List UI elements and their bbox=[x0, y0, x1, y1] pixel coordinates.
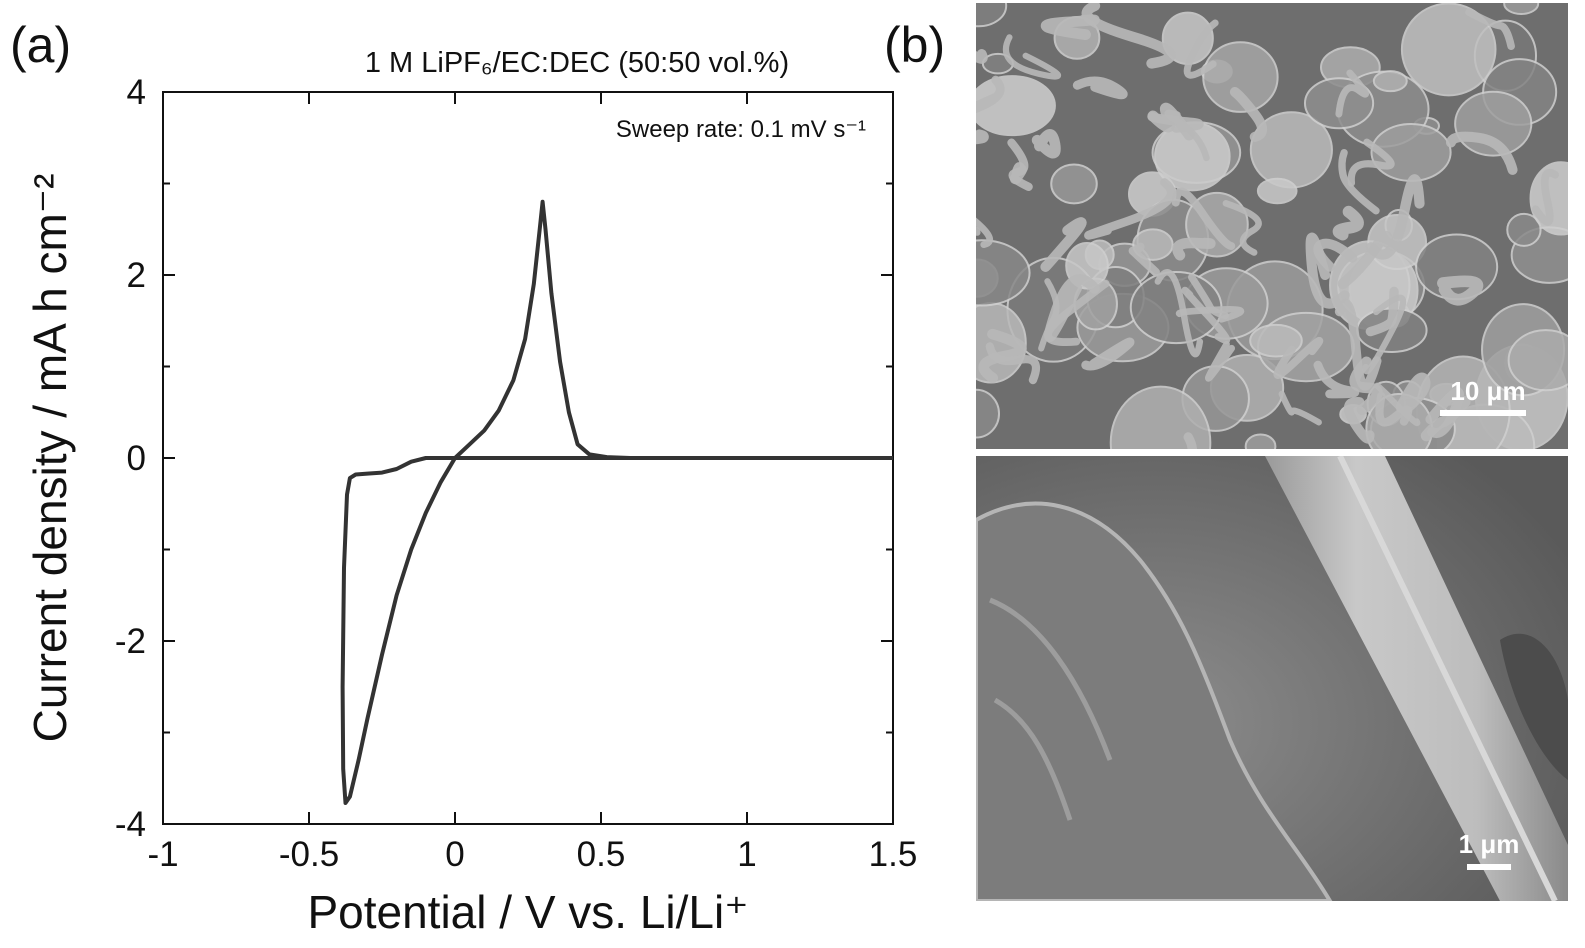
sem-texture bbox=[1437, 275, 1484, 306]
scale-bar-label: 10 μm bbox=[1450, 376, 1525, 406]
sem-texture bbox=[1372, 70, 1408, 93]
sem-texture bbox=[976, 226, 981, 236]
sem-texture bbox=[1375, 391, 1413, 427]
x-tick-label: -1 bbox=[147, 835, 178, 874]
sem-texture bbox=[1374, 382, 1421, 427]
x-tick-label: 0.5 bbox=[577, 835, 626, 874]
x-axis-label: Potential / V vs. Li/Li⁺ bbox=[307, 886, 748, 938]
sem-texture bbox=[1400, 3, 1497, 97]
y-tick-label: 4 bbox=[127, 73, 146, 112]
x-tick-label: -0.5 bbox=[279, 835, 339, 874]
sem-texture bbox=[976, 129, 989, 145]
y-tick-label: -2 bbox=[115, 622, 146, 661]
sem-texture bbox=[1343, 397, 1375, 444]
y-axis-label: Current density / mA h cm⁻² bbox=[24, 174, 76, 743]
sem-texture bbox=[1050, 163, 1098, 205]
scale-bar bbox=[1467, 864, 1511, 870]
scale-bar bbox=[1440, 410, 1526, 416]
sem-texture bbox=[1506, 212, 1542, 247]
sem-texture bbox=[1507, 329, 1568, 392]
sem-texture bbox=[976, 49, 988, 64]
sem-texture bbox=[1365, 174, 1425, 260]
x-tick-label: 1.5 bbox=[869, 835, 918, 874]
sem-texture bbox=[1313, 360, 1360, 399]
sem-texture bbox=[1038, 278, 1060, 352]
sem-texture bbox=[1172, 237, 1216, 261]
sem-texture bbox=[1229, 86, 1268, 142]
sem-texture bbox=[1332, 205, 1364, 241]
x-tick-label: 0 bbox=[445, 835, 464, 874]
panel-label: (a) bbox=[10, 17, 71, 73]
sem-texture bbox=[1305, 232, 1350, 309]
sem-texture bbox=[1503, 3, 1540, 16]
sem-texture bbox=[1132, 228, 1174, 261]
cv-curve bbox=[340, 199, 893, 805]
y-tick-label: 2 bbox=[127, 256, 146, 295]
sem-texture bbox=[1256, 177, 1298, 205]
sem-texture bbox=[1002, 34, 1062, 80]
sem-texture bbox=[1415, 233, 1499, 301]
sem-texture bbox=[976, 75, 1005, 114]
sem-texture bbox=[985, 342, 1041, 385]
sem-texture bbox=[1147, 111, 1204, 133]
sem-texture bbox=[1031, 129, 1061, 159]
sem-texture bbox=[1205, 340, 1235, 382]
sem-texture bbox=[1040, 217, 1087, 272]
sem-texture bbox=[1465, 8, 1515, 50]
sem-image bbox=[976, 3, 1568, 449]
sem-texture bbox=[1202, 41, 1279, 113]
sem-texture bbox=[978, 328, 1027, 384]
sem-texture bbox=[1164, 109, 1210, 162]
sem-texture bbox=[1273, 337, 1324, 379]
sem-texture bbox=[1072, 76, 1128, 100]
sem-texture bbox=[1081, 337, 1135, 371]
sem-texture bbox=[1278, 390, 1322, 426]
sem-texture bbox=[1081, 3, 1176, 69]
sem-texture bbox=[1128, 242, 1160, 277]
annotation: Sweep rate: 0.1 mV s⁻¹ bbox=[616, 116, 866, 143]
sem-texture bbox=[1338, 148, 1380, 215]
sem-texture bbox=[1171, 187, 1236, 251]
sem-texture bbox=[1334, 299, 1382, 391]
sem-texture bbox=[1187, 273, 1229, 320]
sem-texture bbox=[1531, 168, 1560, 226]
x-tick-label: 1 bbox=[737, 835, 756, 874]
sem-texture bbox=[1347, 138, 1395, 187]
sem-image bbox=[976, 456, 1568, 901]
sem-texture bbox=[1222, 200, 1262, 256]
sem-texture bbox=[1007, 138, 1033, 191]
sem-texture bbox=[1183, 19, 1219, 79]
sem-texture bbox=[1335, 69, 1370, 118]
sem-texture bbox=[1244, 433, 1277, 449]
chart-title: 1 M LiPF₆/EC:DEC (50:50 vol.%) bbox=[365, 47, 789, 79]
sem-texture bbox=[976, 388, 1001, 439]
sem-texture bbox=[976, 217, 993, 249]
sem-texture bbox=[1445, 131, 1518, 175]
sem-texture bbox=[976, 239, 1031, 307]
y-tick-label: 0 bbox=[127, 439, 146, 478]
sem-texture bbox=[1395, 372, 1431, 414]
sem-texture bbox=[1181, 286, 1231, 344]
sem-texture bbox=[1365, 286, 1399, 337]
sem-texture bbox=[1044, 279, 1110, 346]
panel-label: (b) bbox=[884, 17, 945, 73]
scale-bar-label: 1 μm bbox=[1459, 829, 1520, 859]
sem-texture bbox=[1084, 178, 1176, 240]
y-tick-label: -4 bbox=[115, 805, 146, 844]
sem-texture bbox=[976, 3, 1008, 28]
